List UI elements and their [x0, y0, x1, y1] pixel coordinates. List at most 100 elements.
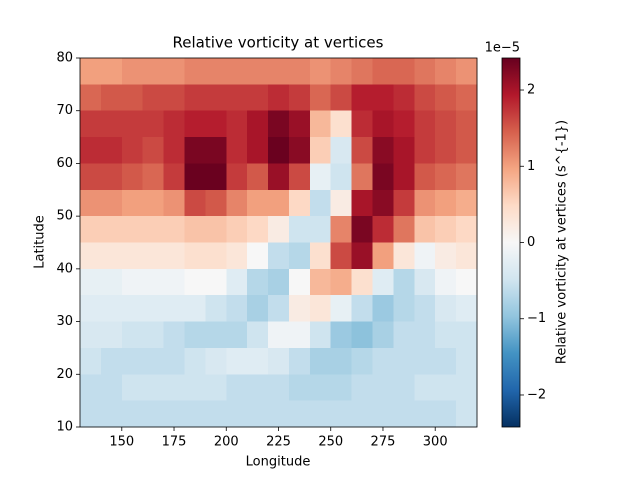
heatmap-cell	[163, 374, 185, 402]
heatmap-cell	[121, 84, 144, 112]
y-tick-label: 20	[56, 367, 73, 382]
heatmap-cell	[142, 400, 165, 428]
heatmap-cell	[393, 268, 415, 296]
heatmap-cell	[100, 400, 123, 428]
heatmap-cell	[330, 216, 353, 243]
heatmap-cell	[393, 374, 415, 402]
heatmap-cell	[456, 321, 478, 349]
heatmap-cell	[80, 58, 102, 85]
colorbar-offset: 1e−5	[485, 41, 520, 56]
heatmap-cell	[393, 242, 415, 270]
heatmap-cell	[205, 137, 227, 164]
heatmap-cell	[288, 110, 311, 138]
heatmap-cell	[351, 295, 374, 323]
heatmap-cell	[330, 268, 353, 296]
heatmap-cell	[163, 321, 185, 349]
colorbar-tick-label: 1	[527, 159, 535, 174]
x-tick-label: 200	[214, 435, 239, 450]
heatmap-cell	[226, 295, 248, 323]
heatmap-cell	[414, 110, 436, 138]
heatmap-cell	[288, 216, 311, 243]
heatmap-cell	[456, 268, 478, 296]
colorbar-tick-label: 0	[527, 235, 535, 250]
heatmap-cell	[351, 242, 374, 270]
heatmap-cell	[100, 295, 123, 323]
heatmap-cell	[268, 321, 290, 349]
heatmap-cell	[393, 189, 415, 217]
heatmap-cell	[80, 163, 102, 191]
heatmap-cell	[330, 58, 353, 85]
heatmap-cell	[247, 110, 269, 138]
y-tick-label: 40	[56, 261, 73, 276]
heatmap-cell	[100, 347, 123, 375]
heatmap-cell	[121, 321, 144, 349]
heatmap-cell	[184, 137, 206, 164]
heatmap-cell	[142, 374, 165, 402]
heatmap-cell	[456, 189, 478, 217]
heatmap-cell	[205, 58, 227, 85]
heatmap-cell	[184, 84, 206, 112]
heatmap-cell	[288, 58, 311, 85]
heatmap-cell	[351, 163, 374, 191]
heatmap-cell	[372, 374, 394, 402]
heatmap-cell	[226, 321, 248, 349]
heatmap-cell	[80, 110, 102, 138]
heatmap-cell	[330, 137, 353, 164]
heatmap-cell	[309, 400, 332, 428]
heatmap-cell	[247, 189, 269, 217]
heatmap-cell	[456, 347, 478, 375]
heatmap-cell	[456, 400, 478, 428]
heatmap-cell	[163, 216, 185, 243]
heatmap-cell	[226, 268, 248, 296]
heatmap-cell	[435, 163, 457, 191]
heatmap-cell	[288, 321, 311, 349]
heatmap-cell	[163, 347, 185, 375]
heatmap-cell	[435, 58, 457, 85]
heatmap-cell	[309, 163, 332, 191]
heatmap-cell	[309, 321, 332, 349]
heatmap-cell	[80, 137, 102, 164]
heatmap-cell	[80, 84, 102, 112]
heatmap-cell	[456, 163, 478, 191]
heatmap-cell	[456, 295, 478, 323]
heatmap-cell	[142, 347, 165, 375]
heatmap-cell	[163, 58, 185, 85]
heatmap-cell	[163, 295, 185, 323]
heatmap-cell	[100, 189, 123, 217]
heatmap-cell	[414, 400, 436, 428]
heatmap-cell	[309, 110, 332, 138]
heatmap-cell	[205, 400, 227, 428]
heatmap-cell	[330, 163, 353, 191]
heatmap-cell	[100, 110, 123, 138]
heatmap-cell	[184, 295, 206, 323]
heatmap-cell	[205, 374, 227, 402]
heatmap-cell	[393, 347, 415, 375]
heatmap-cell	[268, 347, 290, 375]
heatmap-cell	[163, 268, 185, 296]
heatmap-cell	[414, 189, 436, 217]
heatmap-cell	[142, 58, 165, 85]
heatmap-cell	[80, 189, 102, 217]
heatmap-cell	[247, 137, 269, 164]
heatmap-cell	[247, 216, 269, 243]
heatmap-cell	[226, 216, 248, 243]
heatmap-cell	[372, 58, 394, 85]
x-tick-label: 300	[423, 435, 448, 450]
heatmap-cell	[184, 189, 206, 217]
heatmap-cell	[163, 137, 185, 164]
heatmap-cell	[100, 84, 123, 112]
heatmap-cell	[247, 84, 269, 112]
heatmap-cell	[372, 189, 394, 217]
heatmap-cell	[163, 110, 185, 138]
heatmap-cell	[393, 84, 415, 112]
heatmap-cell	[80, 400, 102, 428]
heatmap-cell	[435, 374, 457, 402]
heatmap-cell	[226, 58, 248, 85]
heatmap-cell	[435, 216, 457, 243]
heatmap-cell	[205, 110, 227, 138]
heatmap-cell	[351, 400, 374, 428]
heatmap-cell	[100, 216, 123, 243]
y-axis-label: Latitude	[33, 215, 48, 269]
heatmap-cell	[330, 400, 353, 428]
heatmap-cell	[435, 347, 457, 375]
